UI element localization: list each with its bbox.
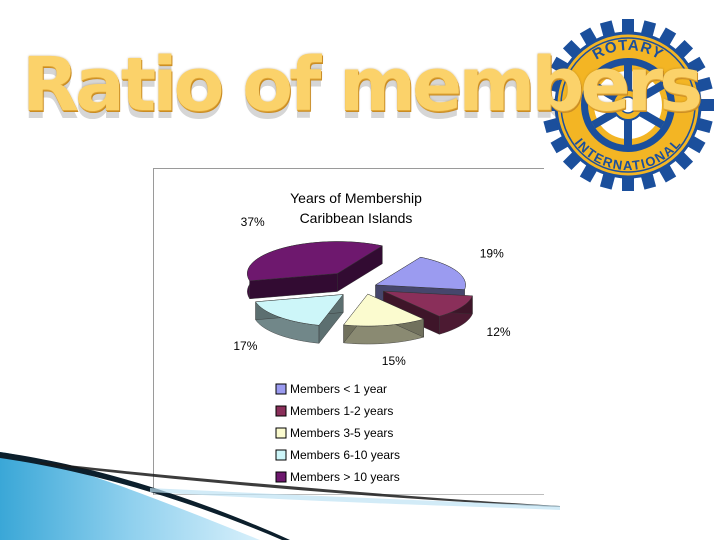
pie-slice [255, 293, 344, 344]
legend-swatch [275, 427, 287, 439]
slice-percent-label: 15% [382, 354, 406, 368]
pie-slice [247, 241, 383, 300]
pie-chart: Years of Membership Caribbean Islands 19… [233, 190, 511, 484]
legend-label: Members > 10 years [290, 470, 400, 484]
legend-swatch [275, 471, 287, 483]
legend-item: Members < 1 year [275, 382, 387, 396]
legend-label: Members 6-10 years [290, 448, 400, 462]
slice-percent-label: 37% [241, 215, 265, 229]
pie-slice [383, 290, 473, 335]
slice-percent-label: 19% [480, 246, 504, 260]
decorative-swoosh [0, 452, 560, 540]
pie-chart-panel: Years of Membership Caribbean Islands 19… [153, 168, 544, 495]
legend-item: Members 3-5 years [275, 426, 393, 440]
slice-percent-label: 17% [233, 339, 257, 353]
pie-slice [343, 293, 425, 345]
legend-swatch [275, 405, 287, 417]
legend-item: Members 6-10 years [275, 448, 400, 462]
legend-swatch [275, 383, 287, 395]
slice-percent-label: 12% [487, 325, 511, 339]
rotary-logo: ROTARY INTERNATIONAL [542, 19, 714, 191]
legend-item: Members 1-2 years [275, 404, 393, 418]
chart-title-line-2: Caribbean Islands [300, 210, 413, 226]
chart-title-line-1: Years of Membership [290, 190, 422, 206]
legend-label: Members 3-5 years [290, 426, 393, 440]
slide-title: Ratio of members [22, 42, 703, 128]
legend-swatch [275, 449, 287, 461]
legend-item: Members > 10 years [275, 470, 400, 484]
legend-label: Members 1-2 years [290, 404, 393, 418]
legend-label: Members < 1 year [290, 382, 387, 396]
